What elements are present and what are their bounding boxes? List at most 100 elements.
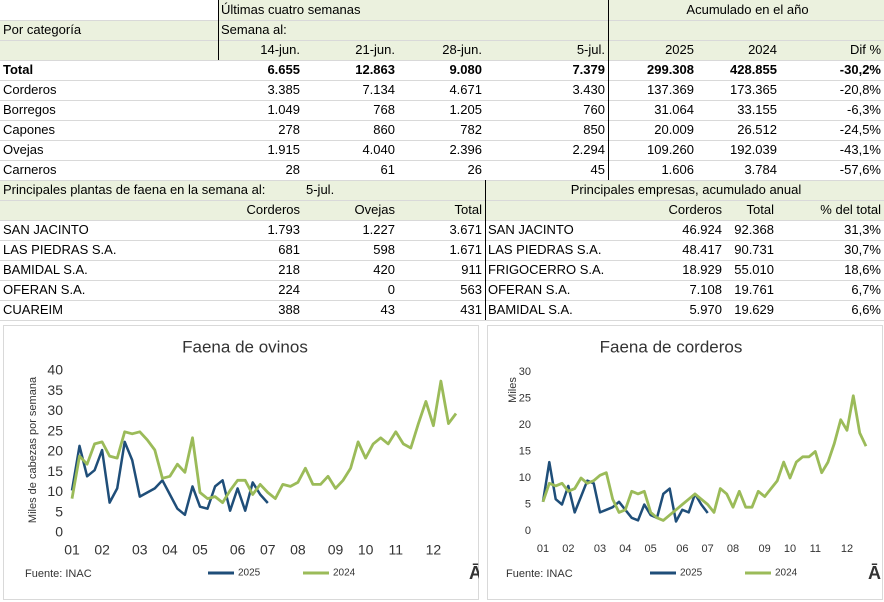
x-tick-label: 10 (358, 542, 374, 558)
cell: 3.784 (744, 162, 777, 177)
cell: 563 (460, 282, 482, 297)
cell: 1.793 (267, 222, 300, 237)
row-line (0, 100, 884, 101)
col-border (485, 180, 486, 320)
chart-title: Faena de corderos (600, 337, 743, 356)
cell: Últimas cuatro semanas (221, 2, 361, 17)
logo: Ā (469, 563, 479, 583)
cell: 55.010 (734, 262, 774, 277)
x-tick-label: 05 (645, 543, 657, 555)
y-tick-label: 5 (55, 503, 63, 519)
cell: 26.512 (737, 122, 777, 137)
source-note: Fuente: INAC (506, 568, 573, 580)
cell: 20.009 (654, 122, 694, 137)
cell: 9.080 (449, 62, 482, 77)
cell: 30,7% (844, 242, 881, 257)
x-tick-label: 11 (388, 542, 403, 558)
x-tick-label: 06 (230, 542, 246, 558)
cell: 7.379 (572, 62, 605, 77)
x-tick-label: 08 (290, 542, 306, 558)
x-tick-label: 09 (759, 543, 771, 555)
y-tick-label: 5 (525, 498, 531, 510)
cell: 192.039 (730, 142, 777, 157)
x-tick-label: 08 (727, 543, 739, 555)
cell: 2.396 (449, 142, 482, 157)
cell: 90.731 (734, 242, 774, 257)
row-line (0, 300, 884, 301)
x-tick-label: 09 (328, 542, 344, 558)
cell: Borregos (3, 102, 56, 117)
cell: Ovejas (3, 142, 44, 157)
cell: 278 (278, 122, 300, 137)
cell: 428.855 (730, 62, 777, 77)
cell: 4.671 (449, 82, 482, 97)
cell: 2024 (748, 42, 777, 57)
cell: 19.761 (734, 282, 774, 297)
cell: 6.655 (267, 62, 300, 77)
y-tick-label: 15 (519, 445, 531, 457)
chart-frame (487, 325, 883, 600)
x-tick-label: 05 (192, 542, 208, 558)
legend-label: 2024 (775, 568, 798, 579)
x-tick-label: 06 (676, 543, 688, 555)
cell: -20,8% (839, 82, 881, 97)
row-line (0, 220, 884, 221)
col-border (218, 0, 219, 60)
row-line (0, 40, 884, 41)
cell: LAS PIEDRAS S.A. (3, 242, 117, 257)
cell: 28 (285, 162, 300, 177)
row-line (0, 140, 884, 141)
cell: SAN JACINTO (488, 222, 574, 237)
row-line (0, 260, 884, 261)
cell: LAS PIEDRAS S.A. (488, 242, 602, 257)
cell: 3.671 (449, 222, 482, 237)
series-line (541, 394, 868, 522)
cell: 2.294 (572, 142, 605, 157)
y-tick-label: 20 (519, 419, 531, 431)
cell: 109.260 (647, 142, 694, 157)
cell: 420 (373, 262, 395, 277)
x-tick-label: 02 (94, 542, 110, 558)
cell: -24,5% (839, 122, 881, 137)
cell: % del total (820, 202, 881, 217)
y-tick-label: 10 (519, 472, 531, 484)
cell: 860 (373, 122, 395, 137)
cell: Total (454, 202, 482, 217)
legend-label: 2024 (333, 568, 356, 579)
cell: Por categoría (3, 22, 82, 37)
y-tick-label: 0 (525, 525, 531, 537)
cell: 14-jun. (260, 42, 300, 57)
cell: 1.915 (267, 142, 300, 157)
x-tick-label: 02 (562, 543, 574, 555)
header-bg (218, 0, 884, 20)
y-axis-label: Miles (507, 377, 519, 403)
col-border (608, 0, 609, 180)
cell: 850 (583, 122, 605, 137)
cell: 5-jul. (576, 42, 605, 57)
x-tick-label: 10 (784, 543, 796, 555)
cell: Ovejas (354, 202, 395, 217)
cell: 388 (278, 302, 300, 317)
cell: 431 (460, 302, 482, 317)
cell: -43,1% (839, 142, 881, 157)
cell: 19.629 (734, 302, 774, 317)
row-line (0, 20, 884, 21)
cell: 4.040 (362, 142, 395, 157)
cell: Total (3, 62, 34, 77)
cell: 137.369 (647, 82, 694, 97)
cell: 26 (467, 162, 482, 177)
cell: 218 (278, 262, 300, 277)
y-tick-label: 25 (519, 392, 531, 404)
x-tick-label: 03 (132, 542, 148, 558)
cell: 7.134 (362, 82, 395, 97)
cell: Semana al: (221, 22, 287, 37)
cell: 12.863 (355, 62, 395, 77)
x-tick-label: 07 (702, 543, 714, 555)
cell: 598 (373, 242, 395, 257)
cell: 2025 (665, 42, 694, 57)
cell: 1.227 (362, 222, 395, 237)
x-tick-label: 04 (162, 542, 178, 558)
cell: 18,6% (844, 262, 881, 277)
cell: Corderos (3, 82, 57, 97)
